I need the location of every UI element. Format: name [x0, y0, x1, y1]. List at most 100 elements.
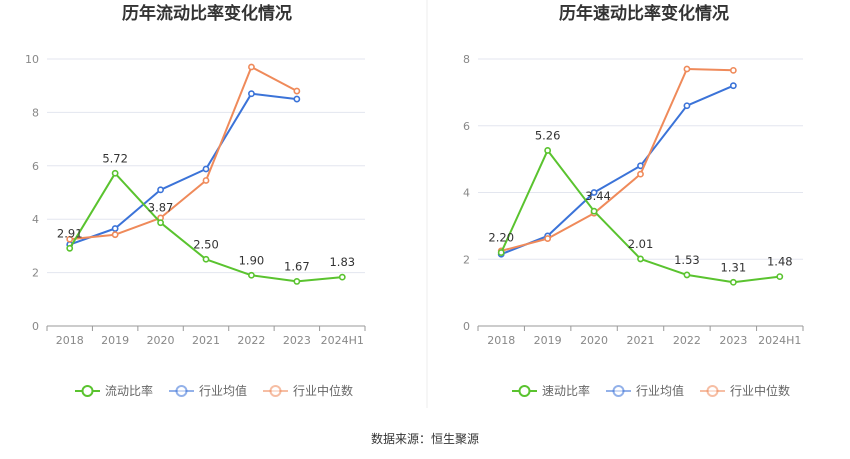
legend-label: 行业中位数 — [730, 383, 790, 398]
data-label: 3.87 — [148, 201, 174, 215]
y-tick-label: 8 — [463, 53, 470, 66]
data-label: 2.91 — [57, 226, 83, 240]
series-line — [69, 66, 298, 241]
data-point — [293, 87, 301, 95]
series-industry_median — [66, 63, 301, 243]
legend: 流动比率 行业均值 行业中位数 — [75, 383, 353, 398]
data-point — [544, 147, 552, 154]
data-label: 2.20 — [488, 231, 514, 245]
x-tick-label: 2021 — [192, 334, 220, 347]
data-point — [590, 189, 598, 196]
x-tick-label: 2020 — [580, 334, 608, 347]
data-label: 1.31 — [721, 260, 747, 274]
legend-item[interactable]: 行业中位数 — [700, 383, 790, 398]
chart-title: 历年速动比率变化情况 — [559, 3, 729, 24]
legend-label: 行业中位数 — [293, 383, 353, 398]
data-label: 1.83 — [329, 255, 355, 269]
series-company — [66, 169, 346, 285]
data-point — [202, 255, 210, 263]
data-point — [202, 165, 210, 173]
data-label: 1.67 — [284, 259, 310, 273]
data-point — [111, 169, 119, 177]
legend-label: 速动比率 — [542, 383, 590, 398]
y-tick-label: 0 — [32, 320, 39, 333]
data-point — [293, 95, 301, 103]
x-tick-label: 2023 — [719, 334, 747, 347]
series-line — [500, 84, 734, 256]
legend-swatch-marker — [269, 385, 282, 397]
data-point — [111, 231, 119, 239]
x-tick-label: 2018 — [487, 334, 515, 347]
x-tick-label: 2019 — [534, 334, 562, 347]
data-point — [157, 219, 164, 227]
data-point — [544, 235, 552, 242]
data-point — [683, 271, 691, 279]
y-tick-label: 6 — [32, 160, 39, 173]
legend-item[interactable]: 行业均值 — [606, 383, 684, 398]
y-tick-label: 2 — [32, 267, 39, 280]
x-tick-label: 2019 — [101, 334, 129, 347]
data-point — [729, 66, 737, 74]
data-point — [729, 278, 737, 286]
y-tick-label: 8 — [32, 106, 39, 119]
series-line — [500, 68, 734, 252]
data-point — [248, 90, 255, 98]
data-point — [248, 271, 255, 279]
data-point — [776, 273, 784, 281]
data-point — [202, 177, 210, 184]
series-industry_avg — [66, 90, 301, 248]
data-point — [66, 235, 74, 243]
data-point — [293, 278, 301, 285]
data-point — [590, 207, 598, 215]
series-line — [69, 92, 298, 246]
series-company — [497, 147, 784, 286]
y-tick-label: 4 — [463, 187, 470, 200]
data-label: 1.48 — [767, 255, 793, 269]
data-point — [729, 82, 737, 90]
legend-item[interactable]: 行业中位数 — [263, 383, 353, 398]
y-tick-label: 0 — [463, 320, 470, 333]
data-label: 1.53 — [674, 253, 700, 267]
legend-label: 行业均值 — [199, 383, 247, 398]
data-point — [111, 225, 119, 232]
y-tick-label: 10 — [25, 53, 39, 66]
data-point — [683, 102, 691, 110]
series-industry_avg — [497, 82, 737, 258]
legend-swatch-marker — [612, 385, 625, 397]
data-label: 2.50 — [193, 237, 219, 251]
source-text: 数据来源：恒生聚源 — [371, 431, 479, 446]
x-tick-label: 2021 — [627, 334, 655, 347]
y-tick-label: 2 — [463, 253, 470, 266]
data-label: 1.90 — [239, 253, 265, 267]
legend-item[interactable]: 行业均值 — [169, 383, 247, 398]
legend-label: 行业均值 — [636, 383, 684, 398]
legend-item[interactable]: 速动比率 — [512, 383, 590, 398]
legend-swatch-marker — [175, 385, 188, 397]
data-label: 5.72 — [102, 151, 128, 165]
data-label: 5.26 — [535, 128, 561, 142]
x-tick-label: 2020 — [147, 334, 175, 347]
chart-1: 历年流动比率变化情况 0 2 4 6 8 10 2018 2019 2020 2021 2022 202… — [25, 3, 366, 398]
legend-item[interactable]: 流动比率 — [75, 383, 153, 398]
x-tick-label: 2022 — [673, 334, 701, 347]
legend: 速动比率 行业均值 行业中位数 — [512, 383, 790, 398]
legend-swatch-marker — [706, 385, 719, 397]
data-point — [637, 255, 644, 263]
x-tick-label: 2024H1 — [321, 334, 364, 347]
data-label: 2.01 — [628, 237, 654, 251]
data-point — [157, 186, 164, 194]
x-tick-label: 2024H1 — [758, 334, 801, 347]
data-point — [497, 249, 505, 256]
legend-swatch-marker — [518, 385, 531, 397]
x-tick-label: 2018 — [56, 334, 84, 347]
y-tick-label: 4 — [32, 213, 39, 226]
legend-label: 流动比率 — [105, 383, 153, 398]
chart-title: 历年流动比率变化情况 — [122, 3, 292, 24]
data-point — [66, 244, 74, 252]
chart-2: 历年速动比率变化情况 0 2 4 6 8 2018 2019 2020 2021 2022 2023 2… — [463, 3, 804, 398]
data-point — [637, 170, 644, 178]
x-tick-label: 2023 — [283, 334, 311, 347]
data-point — [338, 273, 346, 281]
